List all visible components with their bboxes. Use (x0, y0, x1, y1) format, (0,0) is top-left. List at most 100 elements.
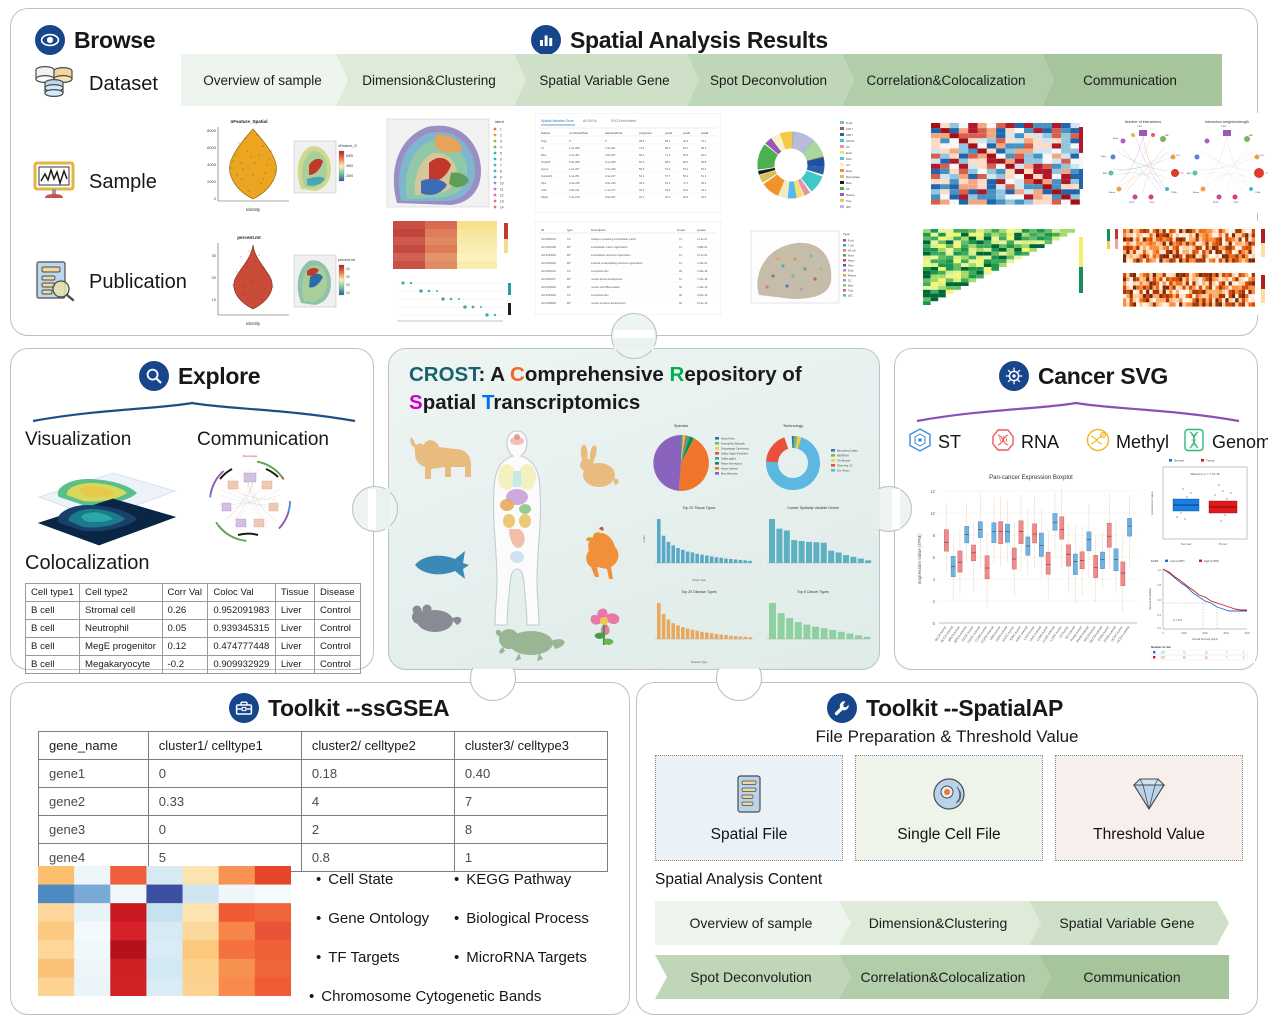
card-spatial-file[interactable]: Spatial File (655, 755, 843, 861)
ssgsea-header: Toolkit --ssGSEA (229, 693, 450, 723)
cancer-svg-panel: Cancer SVG ST (894, 348, 1268, 670)
svg-text:1000: 1000 (1181, 632, 1187, 635)
card-single-cell-file[interactable]: Single Cell File (855, 755, 1043, 861)
svg-text:48.0: 48.0 (701, 181, 707, 185)
card-threshold-value[interactable]: Threshold Value (1055, 755, 1243, 861)
col-corr-val: Corr Val (161, 583, 209, 602)
table-row: gene2 0.33 4 7 (38, 787, 609, 816)
svg-text:Endo: Endo (1113, 138, 1119, 140)
human-body-illustration (492, 430, 542, 626)
svg-text:B cell: B cell (846, 122, 853, 125)
explore-title: Explore (178, 362, 261, 389)
ssgsea-panel: Toolkit --ssGSEA gene_name cluster1/ cel… (10, 682, 630, 1015)
mouse-silhouette (412, 604, 462, 632)
svg-text:muscle structure development: muscle structure development (591, 301, 626, 305)
svg-text:muscle cell differentiation: muscle cell differentiation (591, 285, 621, 289)
svg-text:1.2e-267: 1.2e-267 (569, 167, 580, 171)
step-spatial-variable-gene[interactable]: Spatial Variable Gene (1029, 901, 1229, 945)
tab-spot-deconvolution[interactable]: Spot Deconvolution (687, 54, 854, 106)
svg-text:Mast: Mast (848, 285, 854, 288)
svg-text:4.88e-25: 4.88e-25 (697, 245, 708, 249)
browse-results-panel: Browse Spatial Analysis Results (10, 8, 1268, 336)
svg-text:49.0: 49.0 (639, 181, 645, 185)
svg-text:6: 6 (933, 555, 936, 560)
figure-deconvolution-tissue: Type B cell T cell NK cell Mono Macro Fi… (743, 221, 883, 315)
sidebar-item-dataset[interactable]: Dataset (31, 59, 158, 110)
svg-text:47.1: 47.1 (701, 139, 707, 143)
svg-text:30: 30 (346, 275, 350, 279)
figure-cluster-map: ident 1 2 3 4 5 6 7 8 9 10 11 12 13 14 (381, 113, 531, 213)
svg-text:65: 65 (1183, 657, 1186, 660)
svg-text:Low (n=257): Low (n=257) (1170, 559, 1185, 563)
modality-genome[interactable]: Genome (1181, 427, 1268, 458)
svg-text:CXCL: CXCL (1137, 126, 1144, 128)
svg-text:9: 9 (500, 176, 502, 180)
center-panel: CROST: A Comprehensive Repository of Spat… (388, 348, 880, 670)
tab-overview-of-sample[interactable]: Overview of sample (181, 54, 348, 106)
svg-text:GO:0045229: GO:0045229 (541, 261, 556, 265)
svg-text:3.20e-16: 3.20e-16 (697, 293, 708, 297)
col-coloc-val: Coloc Val (207, 583, 276, 602)
svg-text:3: 3 (500, 140, 502, 144)
svg-text:0.6: 0.6 (1157, 598, 1161, 602)
virus-icon (999, 361, 1029, 391)
svg-text:Macro: Macro (1193, 191, 1200, 194)
violin2-legend: percent.mt (338, 258, 355, 262)
step-overview-of-sample[interactable]: Overview of sample (655, 901, 851, 945)
svg-text:Type: Type (843, 232, 850, 236)
svg-text:MIF: MIF (1165, 135, 1169, 137)
svg-text:1: 1 (1243, 652, 1245, 655)
svg-text:NK cell: NK cell (848, 250, 856, 253)
top5-cancer-title: Top 5 Cancer Types (797, 590, 829, 594)
svg-text:4.1e-283: 4.1e-283 (605, 160, 616, 164)
svg-text:projection: projection (639, 131, 652, 135)
svg-text:MERFISH: MERFISH (837, 454, 849, 458)
svg-text:43.2: 43.2 (701, 188, 707, 192)
tab-dimension-clustering[interactable]: Dimension&Clustering (336, 54, 526, 106)
step-spot-deconvolution[interactable]: Spot Deconvolution (655, 955, 851, 999)
cluster-legend-title: ident (495, 119, 505, 124)
figure-svg-table: Spatial Variable Gene All SVGs SVG Enrichm… (535, 113, 721, 213)
sidebar-item-publication[interactable]: Publication (31, 257, 187, 308)
svg-text:CCL: CCL (1260, 155, 1265, 157)
tab-correlation-colocalization[interactable]: Correlation&Colocalization (842, 54, 1054, 106)
svg-text:8000: 8000 (207, 128, 217, 133)
svg-text:50.2: 50.2 (683, 174, 689, 178)
puzzle-knob-mask-ssgsea-bot (473, 680, 513, 688)
svg-text:Danio Rerio: Danio Rerio (721, 437, 735, 441)
modality-methyl-label: Methyl (1116, 432, 1170, 452)
svg-text:20: 20 (346, 283, 350, 287)
flower-silhouette (590, 608, 620, 645)
figure-violin-percentmt: percent.mt 30 20 10 Identity (197, 227, 357, 331)
svg-text:Expression Value: Expression Value (1150, 491, 1154, 514)
figure-circle-interactions: Number of interactions Interaction weigh… (1101, 113, 1268, 213)
svg-text:40.5: 40.5 (701, 195, 707, 199)
tab-communication[interactable]: Communication (1042, 54, 1222, 106)
svg-text:CXCL: CXCL (1221, 126, 1228, 128)
svg-text:59.8: 59.8 (701, 160, 707, 164)
modality-methyl[interactable]: Methyl (1085, 427, 1169, 458)
svg-text:collagen-containing extracellu: collagen-containing extracellular matrix (591, 237, 637, 241)
ssgsea-title: Toolkit --ssGSEA (268, 694, 450, 721)
technology-donut-title: Technology (783, 423, 803, 428)
toolbox-icon (229, 693, 259, 723)
sidebar-item-sample[interactable]: Sample (31, 157, 157, 208)
svg-text:Cst3: Cst3 (541, 188, 547, 192)
card-threshold-value-label: Threshold Value (1093, 825, 1205, 843)
table-row: B cell Stromal cell 0.26 0.952091983 Liv… (24, 601, 362, 620)
svg-text:Treg: Treg (846, 200, 852, 203)
svg-text:Fibro: Fibro (846, 158, 852, 161)
step-communication[interactable]: Communication (1039, 955, 1229, 999)
svg-text:Mbp: Mbp (541, 153, 547, 157)
tab-spatial-variable-gene[interactable]: Spatial Variable Gene (514, 54, 699, 106)
svg-text:pval2: pval2 (683, 131, 691, 135)
step-correlation-colocalization[interactable]: Correlation&Colocalization (839, 955, 1051, 999)
step-dimension-clustering[interactable]: Dimension&Clustering (839, 901, 1041, 945)
modality-rna[interactable]: RNA (990, 427, 1059, 458)
figure-3d-visualization (25, 457, 185, 547)
boxplot-title: Pan-cancer Expression Boxplot (989, 475, 1073, 481)
svg-text:7: 7 (1226, 657, 1228, 660)
database-icon (31, 59, 77, 110)
modality-st[interactable]: ST (907, 427, 961, 458)
svg-text:5.12e-16: 5.12e-16 (697, 301, 708, 305)
